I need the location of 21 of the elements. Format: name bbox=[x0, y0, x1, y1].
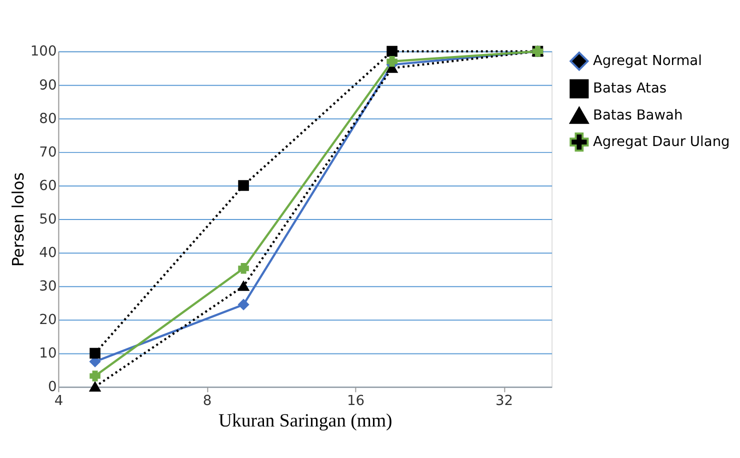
y-tick-label: 90 bbox=[39, 77, 57, 94]
x-tick-label: 8 bbox=[202, 393, 212, 410]
y-tick-label: 30 bbox=[39, 278, 57, 295]
y-tick-label: 100 bbox=[30, 44, 57, 60]
y-tick-label: 20 bbox=[39, 312, 57, 328]
x-tick-label: 32 bbox=[495, 393, 514, 410]
y-tick-label: 70 bbox=[39, 144, 57, 160]
y-tick-label: 40 bbox=[39, 245, 57, 262]
y-tick-label: 60 bbox=[39, 178, 57, 194]
y-axis-title: Persen lolos bbox=[8, 172, 28, 267]
y-tick-label: 0 bbox=[48, 379, 57, 396]
legend-label: Batas Bawah bbox=[592, 107, 683, 124]
y-tick-label: 10 bbox=[39, 346, 57, 362]
y-tick-label: 50 bbox=[39, 211, 57, 228]
legend-label: Batas Atas bbox=[592, 80, 667, 97]
x-axis-title: Ukuran Saringan (mm) bbox=[218, 410, 392, 432]
y-tick-label: 80 bbox=[39, 110, 57, 127]
x-tick-label: 16 bbox=[346, 393, 365, 410]
legend-label: Agregat Normal bbox=[592, 53, 702, 70]
x-tick-label: 4 bbox=[54, 393, 64, 410]
legend-label: Agregat Daur Ulang bbox=[592, 134, 730, 150]
